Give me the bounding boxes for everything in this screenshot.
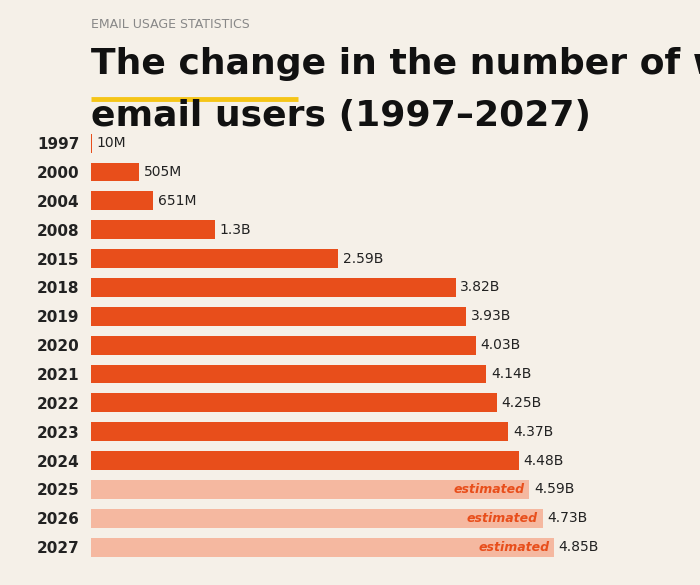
Text: 4.14B: 4.14B — [491, 367, 531, 381]
Bar — [91, 480, 529, 499]
Text: 4.73B: 4.73B — [547, 511, 587, 525]
Text: 4.85B: 4.85B — [559, 540, 599, 554]
Text: 4.03B: 4.03B — [480, 338, 521, 352]
Text: The change in the number of worldwide: The change in the number of worldwide — [91, 47, 700, 81]
Text: estimated: estimated — [478, 541, 550, 553]
Bar — [91, 191, 153, 210]
Text: 10M: 10M — [97, 136, 127, 150]
Bar — [91, 221, 215, 239]
Text: 4.59B: 4.59B — [534, 483, 574, 497]
Text: 3.82B: 3.82B — [461, 280, 500, 294]
Text: estimated: estimated — [467, 512, 538, 525]
Text: 4.37B: 4.37B — [513, 425, 553, 439]
Text: EMAIL USAGE STATISTICS: EMAIL USAGE STATISTICS — [91, 18, 250, 30]
Bar — [91, 422, 508, 441]
Bar — [91, 163, 139, 181]
Text: 651M: 651M — [158, 194, 197, 208]
Text: 2.59B: 2.59B — [343, 252, 384, 266]
Text: 1.3B: 1.3B — [220, 223, 251, 237]
Bar — [91, 451, 519, 470]
Bar — [91, 134, 92, 153]
Bar — [91, 249, 338, 268]
Text: estimated: estimated — [453, 483, 524, 496]
Bar — [91, 307, 466, 326]
Text: email users (1997–2027): email users (1997–2027) — [91, 99, 591, 133]
Bar — [91, 509, 542, 528]
Bar — [91, 538, 554, 556]
Text: 4.25B: 4.25B — [501, 396, 542, 410]
Bar — [91, 336, 476, 355]
Text: 4.48B: 4.48B — [524, 453, 564, 467]
Text: 505M: 505M — [144, 165, 182, 179]
Bar — [91, 278, 456, 297]
Text: 3.93B: 3.93B — [471, 309, 511, 324]
Bar — [91, 364, 486, 383]
Bar — [91, 394, 497, 412]
